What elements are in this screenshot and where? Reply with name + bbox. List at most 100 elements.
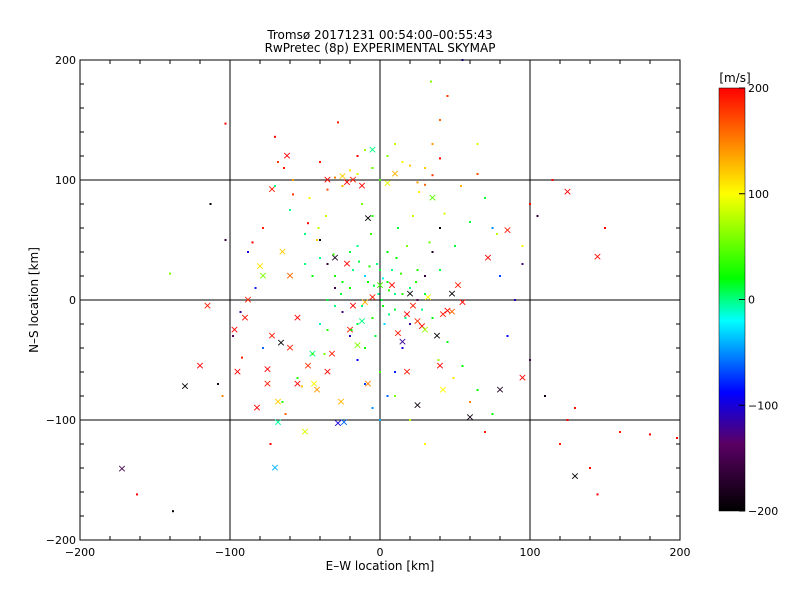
data-point-cross: × [483, 251, 492, 264]
data-point-cross: × [390, 167, 399, 180]
data-point-cross: × [282, 149, 291, 162]
data-point-dot [391, 269, 393, 271]
data-point-dot [361, 203, 363, 205]
data-point-dot [386, 155, 389, 157]
data-point-dot [292, 193, 294, 196]
data-point-cross: × [348, 299, 357, 312]
data-point-cross: × [240, 311, 249, 324]
data-point-dot [377, 293, 380, 295]
data-point-dot [334, 305, 336, 307]
data-point-cross: × [276, 336, 285, 349]
data-point-dot [341, 311, 344, 313]
data-point-dot [589, 467, 591, 469]
data-point-cross: × [360, 295, 369, 308]
data-point-dot [619, 431, 621, 433]
data-point-dot [307, 222, 309, 225]
data-point-dot [443, 212, 446, 215]
data-point-dot [469, 401, 471, 403]
data-point-cross: × [300, 425, 309, 438]
data-point-dot [319, 161, 321, 163]
data-point-cross: × [342, 257, 351, 270]
data-point-dot [431, 174, 434, 177]
data-point-dot [430, 80, 432, 83]
data-point-cross: × [413, 399, 422, 412]
data-point-dot [379, 269, 381, 271]
data-point-dot [514, 299, 516, 301]
data-point-dot [409, 323, 411, 325]
data-point-cross: × [563, 185, 572, 198]
data-point-cross: × [312, 383, 321, 396]
data-point-dot [406, 245, 408, 247]
data-point-dot [364, 149, 366, 151]
colorbar-tick-label: −100 [748, 399, 778, 412]
data-point-dot [529, 203, 531, 205]
data-point-dot [361, 305, 363, 307]
data-point-cross: × [402, 365, 411, 378]
data-point-dot [334, 287, 336, 289]
data-point-dot [439, 157, 441, 160]
data-point-cross: × [393, 327, 402, 340]
data-point-dot [529, 359, 531, 361]
data-point-dot [376, 263, 378, 265]
data-point-cross: × [405, 287, 414, 300]
data-point-dot [439, 227, 441, 229]
data-point-cross: × [278, 245, 287, 258]
data-point-dot [371, 317, 374, 319]
y-tick-label: 200 [55, 54, 76, 67]
data-point-cross: × [267, 183, 276, 196]
data-point-dot [337, 121, 339, 124]
data-point-dot [437, 359, 440, 361]
data-point-dot [326, 263, 329, 265]
data-point-dot [326, 299, 329, 301]
data-point-cross: × [243, 293, 252, 306]
data-point-dot [172, 510, 174, 513]
data-point-dot [262, 227, 264, 229]
data-point-dot [416, 269, 419, 271]
data-point-dot [476, 143, 479, 145]
data-point-dot [400, 272, 402, 275]
data-point-cross: × [423, 291, 432, 304]
colorbar-tick-label: 100 [748, 188, 769, 201]
data-point-dot [461, 365, 464, 367]
data-point-cross: × [258, 269, 267, 282]
data-point-dot [317, 227, 320, 229]
data-point-cross: × [363, 211, 372, 224]
x-tick-label: 100 [520, 546, 541, 559]
y-tick-label: −200 [46, 534, 76, 547]
data-point-cross: × [443, 304, 452, 317]
data-point-dot [232, 335, 234, 337]
y-axis-label: N–S location [km] [27, 247, 41, 353]
data-point-cross: × [413, 315, 422, 328]
data-point-cross: × [273, 395, 282, 408]
data-point-dot [262, 347, 264, 349]
data-point-dot [491, 413, 494, 415]
data-point-dot [386, 281, 389, 283]
data-point-dot [356, 155, 359, 157]
data-point-cross: × [447, 305, 456, 318]
data-point-cross: × [432, 329, 441, 342]
data-point-dot [431, 251, 434, 253]
data-point-cross: × [285, 341, 294, 354]
data-point-cross: × [309, 377, 318, 390]
data-point-cross: × [402, 307, 411, 320]
data-point-dot [325, 215, 327, 217]
data-point-dot [416, 181, 419, 184]
data-point-dot [521, 263, 524, 265]
data-point-dot [304, 263, 306, 265]
data-point-dot [412, 215, 414, 217]
data-point-dot [394, 293, 396, 295]
data-point-cross: × [458, 295, 467, 308]
data-point-cross: × [293, 311, 302, 324]
data-point-dot [352, 269, 354, 271]
data-point-dot [484, 197, 486, 199]
data-point-dot [506, 335, 509, 337]
colorbar-tick-label: 200 [748, 82, 769, 95]
data-point-dot [379, 371, 381, 373]
data-point-dot [484, 431, 486, 433]
data-point-dot [247, 251, 249, 253]
data-point-dot [386, 251, 389, 253]
data-point-cross: × [363, 377, 372, 390]
data-point-dot [454, 245, 456, 247]
data-point-dot [380, 299, 383, 301]
data-point-cross: × [293, 377, 302, 390]
